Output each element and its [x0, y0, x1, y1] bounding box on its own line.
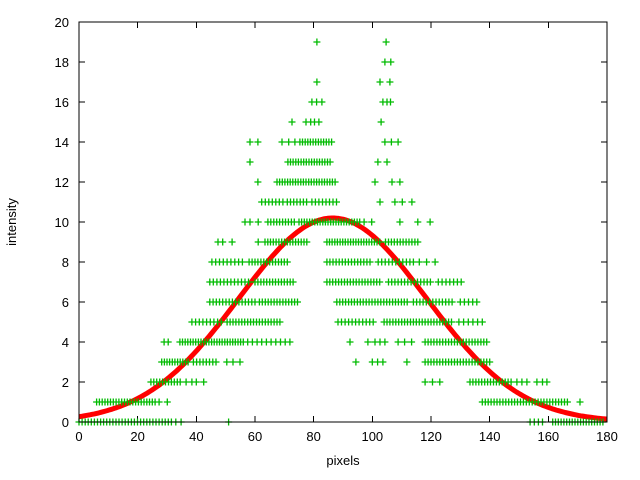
y-tick-label: 16: [55, 95, 69, 110]
y-tick-label: 2: [62, 375, 69, 390]
plot-border: [78, 21, 608, 423]
y-tick-label: 12: [55, 175, 69, 190]
x-tick-label: 40: [189, 429, 203, 444]
y-tick-label: 6: [62, 295, 69, 310]
axis-ticks: [78, 21, 608, 423]
x-tick-label: 20: [130, 429, 144, 444]
fit-curve: [78, 215, 608, 422]
x-tick-label: 60: [248, 429, 262, 444]
y-tick-label: 14: [55, 135, 69, 150]
y-tick-label: 10: [55, 215, 69, 230]
y-tick-label: 18: [55, 55, 69, 70]
x-tick-label: 100: [361, 429, 383, 444]
x-tick-label: 160: [537, 429, 559, 444]
y-tick-label: 4: [62, 335, 69, 350]
x-tick-label: 140: [479, 429, 501, 444]
y-axis-label: intensity: [4, 198, 19, 246]
y-tick-label: 20: [55, 15, 69, 30]
axis-tick-labels: 0 20 40 60 80 100 120 140 160 180 0 2 4 6 8 10 12 14 16 18 2…: [55, 15, 618, 444]
scatter-points: [75, 38, 607, 426]
x-tick-label: 80: [306, 429, 320, 444]
y-tick-label: 0: [62, 415, 69, 430]
x-tick-label: 0: [75, 429, 82, 444]
x-axis-label: pixels: [326, 453, 360, 468]
y-tick-label: 8: [62, 255, 69, 270]
x-tick-label: 120: [420, 429, 442, 444]
plot-content: [75, 38, 608, 426]
x-tick-label: 180: [596, 429, 618, 444]
